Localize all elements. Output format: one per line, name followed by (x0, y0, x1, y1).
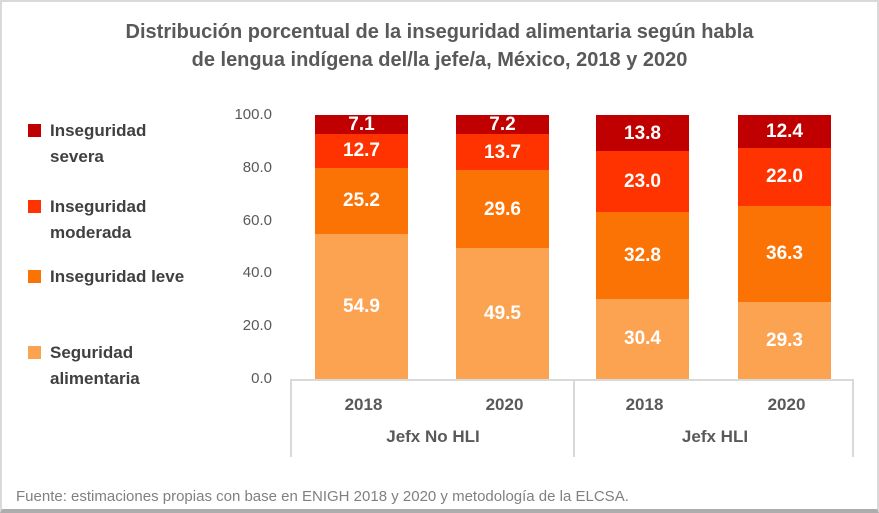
year-label: 2020 (767, 395, 806, 414)
bar-segment: 54.9 (315, 234, 408, 379)
bar-segment: 7.1 (315, 115, 408, 134)
bar-segment: 12.4 (738, 115, 831, 148)
bar-segment: 13.8 (596, 115, 689, 152)
legend-label: Seguridad alimentaria (50, 343, 140, 388)
segment-value-label: 7.1 (348, 114, 375, 136)
segment-value-label: 12.7 (343, 140, 380, 162)
group-label: Jefx HLI (681, 427, 749, 446)
bar-segment: 7.2 (456, 114, 549, 136)
segment-value-label: 13.8 (624, 122, 661, 144)
segment-value-label: 12.4 (766, 120, 803, 142)
segment-value-label: 25.2 (343, 190, 380, 212)
group-divider-line (573, 381, 575, 457)
y-tick-label: 40.0 (242, 264, 272, 282)
bar-segment: 36.3 (738, 205, 831, 302)
bar-segment: 29.6 (456, 170, 549, 249)
segment-value-label: 36.3 (766, 243, 803, 265)
group-label: Jefx No HLI (386, 427, 480, 446)
year-label: 2018 (344, 395, 383, 414)
bar-segment: 22.0 (738, 147, 831, 206)
legend-label: Inseguridad leve (50, 267, 185, 286)
bar-segment: 29.3 (738, 301, 831, 379)
segment-value-label: 49.5 (484, 303, 521, 325)
x-axis-box: 2018 2020 Jefx No HLI 2018 2020 Jefx HLI (290, 379, 854, 457)
segment-value-label: 13.7 (484, 141, 521, 163)
legend-item: Inseguridad moderada (28, 194, 228, 246)
y-tick-label: 20.0 (242, 317, 272, 335)
segment-value-label: 29.3 (766, 329, 803, 351)
segment-value-label: 23.0 (624, 171, 661, 193)
legend-item: Seguridad alimentaria (28, 340, 228, 392)
chart-title-line2: de lengua indígena del/la jefe/a, México… (191, 49, 688, 71)
legend-swatch-icon (28, 346, 41, 359)
stacked-bar: 29.3 36.3 22.0 12.4 (738, 115, 831, 379)
plot-area: 54.9 25.2 12.7 7.1 49.5 29.6 13.7 7.2 30.4 32.8 23… (290, 115, 854, 379)
stacked-bar: 30.4 32.8 23.0 13.8 (596, 115, 689, 379)
stacked-bar: 54.9 25.2 12.7 7.1 (315, 115, 408, 379)
y-tick-label: 80.0 (242, 158, 272, 176)
bar-segment: 32.8 (596, 212, 689, 299)
segment-value-label: 7.2 (489, 114, 516, 136)
bar-segment: 13.7 (456, 134, 549, 171)
chart-title: Distribución porcentual de la insegurida… (2, 18, 877, 74)
bar-segment: 30.4 (596, 298, 689, 379)
year-label: 2018 (625, 395, 664, 414)
source-note: Fuente: estimaciones propias con base en… (16, 488, 629, 505)
y-tick-label: 0.0 (251, 370, 272, 387)
segment-value-label: 32.8 (624, 244, 661, 266)
bar-segment: 49.5 (456, 248, 549, 379)
bar-segment: 25.2 (315, 167, 408, 235)
legend-label: Inseguridad moderada (50, 197, 147, 242)
y-tick-label: 100.0 (234, 106, 272, 123)
stacked-bar: 49.5 29.6 13.7 7.2 (456, 115, 549, 379)
chart-title-line1: Distribución porcentual de la insegurida… (125, 21, 754, 43)
segment-value-label: 22.0 (766, 166, 803, 188)
segment-value-label: 30.4 (624, 328, 661, 350)
legend-label: Inseguridad severa (50, 121, 147, 166)
legend-swatch-icon (28, 200, 41, 213)
y-tick-label: 60.0 (242, 211, 272, 229)
bar-segment: 23.0 (596, 151, 689, 213)
legend-item: Inseguridad severa (28, 118, 228, 170)
segment-value-label: 54.9 (343, 296, 380, 318)
legend-swatch-icon (28, 270, 41, 283)
bar-segment: 12.7 (315, 134, 408, 168)
year-label: 2020 (485, 395, 524, 414)
legend-item: Inseguridad leve (28, 264, 228, 290)
segment-value-label: 29.6 (484, 198, 521, 220)
legend-swatch-icon (28, 124, 41, 137)
